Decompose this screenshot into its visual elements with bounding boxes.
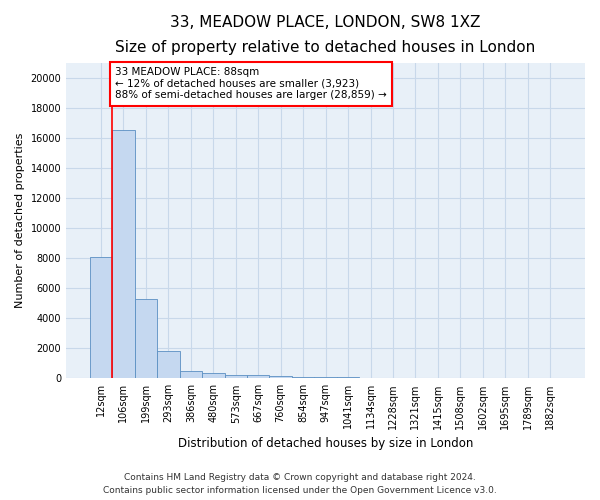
Y-axis label: Number of detached properties: Number of detached properties (15, 133, 25, 308)
Bar (224, 374, 247, 378)
Bar (202, 374, 224, 378)
Bar (247, 376, 269, 378)
Bar (179, 371, 202, 378)
X-axis label: Distribution of detached houses by size in London: Distribution of detached houses by size … (178, 437, 473, 450)
Bar (134, 298, 157, 378)
Bar (112, 130, 134, 378)
Bar (292, 376, 314, 378)
Bar (269, 376, 292, 378)
Text: 33 MEADOW PLACE: 88sqm
← 12% of detached houses are smaller (3,923)
88% of semi-: 33 MEADOW PLACE: 88sqm ← 12% of detached… (115, 67, 386, 100)
Bar (314, 377, 337, 378)
Bar (90, 256, 112, 378)
Bar (157, 352, 179, 378)
Title: 33, MEADOW PLACE, LONDON, SW8 1XZ
Size of property relative to detached houses i: 33, MEADOW PLACE, LONDON, SW8 1XZ Size o… (115, 15, 536, 54)
Text: Contains HM Land Registry data © Crown copyright and database right 2024.
Contai: Contains HM Land Registry data © Crown c… (103, 473, 497, 495)
